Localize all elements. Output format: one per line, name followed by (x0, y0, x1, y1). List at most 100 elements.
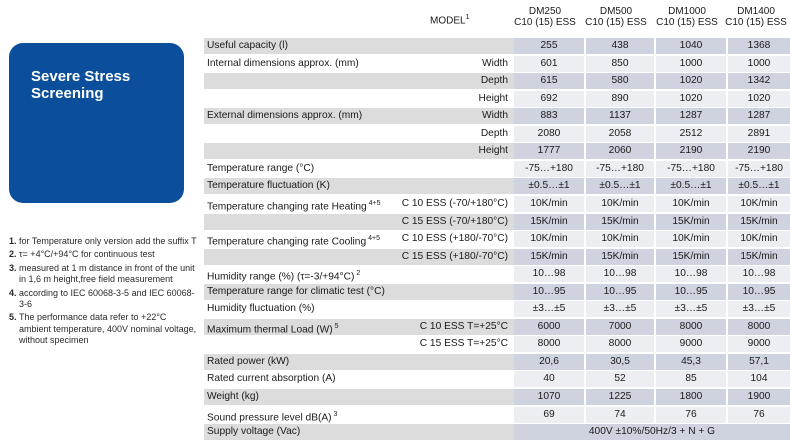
value-cell: 10…98 (728, 266, 790, 283)
row-label: Humidity range (%) (τ=-3/+94°C) 2 (207, 270, 361, 283)
footnote-text: The performance data refer to +22°C ambi… (19, 312, 197, 346)
row-label (204, 336, 394, 352)
value-cell: 10K/min (514, 231, 584, 248)
value-cell: 1287 (728, 108, 790, 125)
value-cell: 9000 (728, 336, 790, 353)
model-header: DM250 C10 (15) ESS (514, 6, 576, 28)
row-label (204, 126, 394, 142)
table-row: Temperature changing rate Heating 4+5 C 1… (204, 195, 790, 212)
row-label (204, 91, 394, 107)
value-cell: ±3…±5 (514, 301, 584, 318)
row-sublabel (394, 178, 514, 195)
footnotes: 1. for Temperature only version add the s… (9, 236, 199, 349)
row-sublabel (394, 266, 514, 282)
row-sublabel: C 10 ESS T=+25°C (394, 318, 514, 335)
value-cell: 57,1 (728, 353, 790, 370)
footnote-number: 3. (9, 262, 17, 273)
row-label (204, 143, 394, 160)
row-label: Temperature changing rate Cooling 4+5 (207, 235, 380, 248)
row-sublabel (394, 424, 514, 441)
value-cell: 1040 (656, 38, 726, 54)
footnote-number: 5. (9, 312, 17, 323)
value-cell: -75…+180 (586, 160, 654, 177)
value-cell: 890 (586, 90, 654, 107)
value-cell: 1287 (656, 108, 726, 125)
table-row: Temperature range (°C) -75…+180 -75…+180 -7… (204, 160, 790, 177)
value-cell: -75…+180 (656, 160, 726, 177)
value-cell: 6000 (514, 318, 584, 335)
table-row: Weight (kg) 1070 1225 1800 1900 (204, 389, 790, 405)
row-label: Temperature range (°C) (207, 162, 315, 174)
row-sublabel (394, 389, 514, 405)
value-cell: 1020 (656, 73, 726, 90)
value-cell: 2891 (728, 125, 790, 142)
value-cell: 15K/min (586, 213, 654, 230)
table-row: Humidity fluctuation (%) ±3…±5 ±3…±5 ±3…±5 ±… (204, 301, 790, 318)
value-cell: 45,3 (656, 353, 726, 370)
table-row: Height 692 890 1020 1020 (204, 90, 790, 107)
value-cell: 10K/min (586, 195, 654, 212)
row-sublabel: Depth (480, 127, 508, 139)
value-cell: 10…95 (728, 283, 790, 300)
value-cell: 10K/min (656, 231, 726, 248)
table-row: Rated current absorption (A) 40 52 85 104 (204, 371, 790, 388)
value-cell: 8000 (656, 318, 726, 335)
row-label (204, 248, 394, 265)
value-cell: 74 (586, 406, 654, 423)
value-cell: 76 (656, 406, 726, 423)
value-cell: ±0.5…±1 (514, 178, 584, 195)
value-cell: 104 (728, 371, 790, 388)
value-cell: ±0.5…±1 (728, 178, 790, 195)
model-header: DM1000 C10 (15) ESS (656, 6, 718, 28)
row-sublabel (394, 353, 514, 370)
value-cell: 1000 (656, 55, 726, 72)
value-cell: 85 (656, 371, 726, 388)
model-label: MODEL1 (430, 14, 470, 27)
row-label: Sound pressure level dB(A) 3 (207, 410, 338, 423)
footnote: 2. τ= +4°C/+94°C for continuous test (9, 249, 199, 260)
table-row: Sound pressure level dB(A) 3 69 74 76 76 (204, 406, 790, 423)
table-row: Supply voltage (Vac) 400V ±10%/50Hz/3 + N… (204, 424, 790, 441)
table-row: Temperature range for climatic test (°C)… (204, 283, 790, 300)
value-cell: 15K/min (586, 248, 654, 265)
value-cell: 9000 (656, 336, 726, 353)
row-sublabel: Width (481, 57, 508, 69)
value-cell: 15K/min (728, 248, 790, 265)
value-cell: ±3…±5 (728, 301, 790, 318)
table-row: Temperature fluctuation (K) ±0.5…±1 ±0.5…±… (204, 178, 790, 195)
footnote-text: for Temperature only version add the suf… (19, 236, 197, 246)
value-cell: 15K/min (728, 213, 790, 230)
footnote-text: according to IEC 60068-3-5 and IEC 60068… (19, 287, 195, 310)
value-cell: ±0.5…±1 (586, 178, 654, 195)
row-sublabel (394, 407, 514, 423)
brand-title: Severe Stress Screening (31, 68, 130, 102)
value-cell: 1900 (728, 389, 790, 405)
value-cell: 40 (514, 371, 584, 388)
value-cell: 1777 (514, 143, 584, 160)
table-row: C 15 ESS (+180/-70°C) 15K/min 15K/min 15K/m… (204, 248, 790, 265)
value-cell: 15K/min (514, 248, 584, 265)
value-cell: 52 (586, 371, 654, 388)
footnote: 1. for Temperature only version add the s… (9, 236, 199, 247)
row-label: Weight (kg) (204, 389, 394, 405)
value-cell: 76 (728, 406, 790, 423)
row-label (204, 73, 394, 90)
row-label: Maximum thermal Load (W) 5 (204, 318, 394, 335)
brand-box: Severe Stress Screening (9, 43, 184, 203)
row-label: Internal dimensions approx. (mm) (207, 57, 359, 69)
value-cell: 10K/min (514, 195, 584, 212)
value-cell: 2058 (586, 125, 654, 142)
brand-title-line2: Screening (31, 85, 104, 102)
value-cell: ±3…±5 (656, 301, 726, 318)
row-label: Rated current absorption (A) (207, 373, 336, 385)
value-cell: 1020 (728, 90, 790, 107)
value-cell: 1070 (514, 389, 584, 405)
row-label (204, 213, 394, 230)
value-cell: 2080 (514, 125, 584, 142)
value-cell: 30,5 (586, 353, 654, 370)
row-sublabel: C 10 ESS (-70/+180°C) (401, 197, 508, 209)
row-sublabel: Width (394, 108, 514, 125)
row-label: Temperature range for climatic test (°C) (204, 283, 394, 300)
value-cell: 1000 (728, 55, 790, 72)
